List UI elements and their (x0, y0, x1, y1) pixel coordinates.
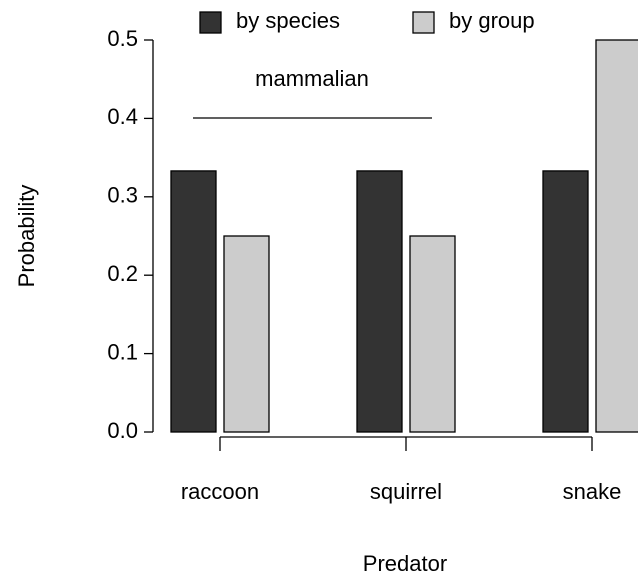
bar (595, 39, 638, 433)
y-tick-label: 0.2 (107, 261, 138, 286)
legend-label: by group (449, 8, 535, 33)
legend-swatch (199, 11, 222, 34)
x-tick-label: squirrel (370, 479, 442, 504)
x-tick-label: raccoon (181, 479, 259, 504)
legend-label: by species (236, 8, 340, 33)
y-tick-label: 0.5 (107, 26, 138, 51)
legend-swatch (412, 11, 435, 34)
bar (409, 235, 456, 433)
y-tick-label: 0.1 (107, 339, 138, 364)
x-axis-title: Predator (363, 551, 447, 576)
y-tick-label: 0.0 (107, 418, 138, 443)
bar (542, 170, 589, 433)
y-axis-title: Probability (14, 185, 39, 288)
bar (170, 170, 217, 433)
bar (356, 170, 403, 433)
annotation: mammalian (255, 66, 369, 91)
y-tick-label: 0.4 (107, 104, 138, 129)
x-tick-label: snake (563, 479, 622, 504)
bar (223, 235, 270, 433)
y-tick-label: 0.3 (107, 183, 138, 208)
